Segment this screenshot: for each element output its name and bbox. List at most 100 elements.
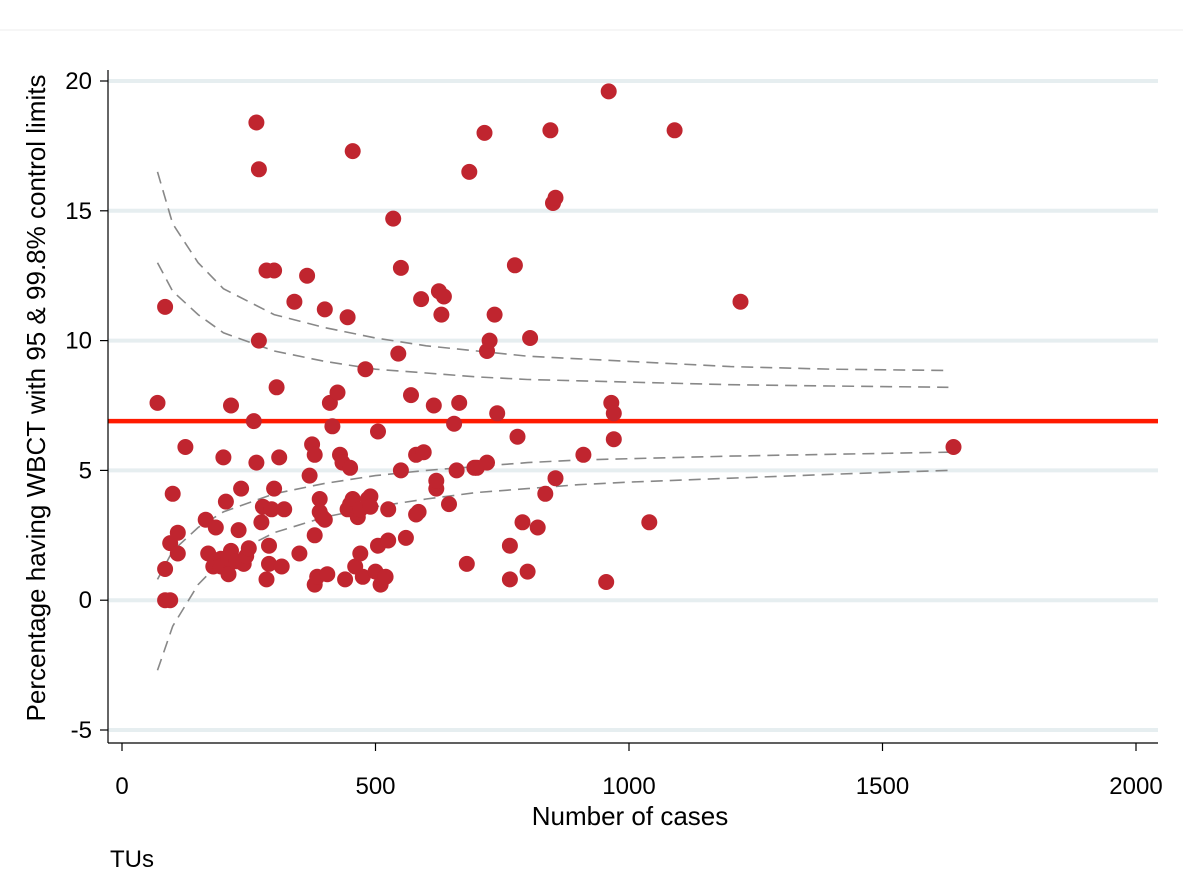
data-point-134 [575, 446, 592, 463]
data-point-133 [547, 189, 564, 206]
data-point-88 [380, 501, 397, 518]
data-point-53 [306, 527, 323, 544]
data-point-110 [451, 394, 468, 411]
data-point-115 [476, 124, 493, 141]
data-point-67 [337, 571, 354, 588]
data-point-143 [945, 439, 962, 455]
data-point-59 [316, 511, 333, 528]
data-point-107 [441, 496, 457, 513]
y-tick-label-2: 5 [79, 457, 92, 484]
data-point-132 [547, 470, 564, 487]
data-point-8 [169, 545, 186, 562]
data-point-44 [271, 449, 288, 466]
data-point-99 [413, 291, 430, 308]
data-point-111 [458, 555, 475, 572]
data-point-120 [489, 405, 506, 422]
data-point-61 [319, 566, 336, 583]
data-point-98 [410, 503, 427, 520]
data-point-56 [311, 491, 328, 507]
data-point-79 [357, 361, 374, 378]
data-point-69 [339, 309, 356, 326]
data-point-52 [306, 446, 323, 463]
x-axis-title: Number of cases [532, 801, 729, 831]
data-point-103 [428, 472, 445, 489]
data-point-14 [207, 519, 224, 536]
data-point-39 [261, 555, 277, 572]
data-point-45 [273, 558, 290, 575]
data-point-128 [529, 519, 546, 536]
y-tick-label-1: 0 [79, 587, 92, 614]
data-point-87 [377, 568, 394, 585]
data-point-21 [223, 397, 239, 414]
data-point-91 [390, 345, 407, 362]
data-point-70 [342, 459, 359, 476]
data-point-64 [329, 384, 346, 401]
data-point-42 [266, 262, 283, 279]
data-point-6 [164, 485, 181, 502]
data-point-82 [362, 498, 379, 515]
data-point-17 [215, 449, 232, 466]
data-point-127 [522, 330, 539, 346]
data-point-106 [435, 288, 452, 305]
data-point-32 [250, 161, 267, 178]
data-point-19 [220, 566, 237, 583]
data-point-43 [268, 379, 285, 396]
data-point-28 [240, 540, 257, 557]
note-text: TUs [110, 846, 154, 873]
data-point-46 [276, 501, 293, 518]
gridlines [108, 79, 1158, 732]
y-tick-label-3: 10 [65, 328, 92, 355]
x-ticks: 0 500 1000 1500 2000 [115, 743, 1163, 800]
data-point-140 [641, 514, 658, 531]
control-limit-upper-95 [156, 262, 949, 389]
data-point-116 [479, 454, 495, 471]
data-point-49 [299, 267, 316, 284]
data-point-105 [433, 306, 450, 323]
data-point-85 [370, 423, 386, 440]
data-point-3 [162, 592, 179, 609]
data-point-60 [316, 301, 333, 318]
data-point-92 [392, 259, 409, 276]
x-tick-label-2: 1000 [602, 773, 655, 800]
data-point-122 [501, 571, 518, 588]
data-point-40 [263, 501, 280, 518]
data-point-78 [354, 568, 371, 585]
data-point-109 [448, 462, 465, 479]
data-point-30 [248, 454, 265, 471]
data-point-95 [403, 387, 419, 404]
axes [107, 70, 1158, 744]
y-ticks: -5 0 5 10 15 20 [65, 68, 108, 744]
data-point-112 [461, 163, 478, 180]
data-point-25 [233, 480, 250, 497]
data-point-31 [248, 114, 265, 131]
data-point-41 [266, 480, 283, 497]
data-point-94 [397, 529, 414, 546]
data-point-101 [425, 397, 442, 414]
data-point-63 [324, 418, 341, 435]
data-point-4 [157, 561, 174, 577]
data-point-125 [514, 514, 531, 531]
data-point-34 [253, 514, 270, 531]
data-point-119 [486, 306, 503, 323]
data-point-126 [519, 563, 536, 580]
data-point-124 [509, 428, 526, 445]
data-point-48 [291, 545, 308, 562]
data-point-24 [230, 522, 247, 539]
data-point-47 [286, 293, 303, 310]
x-tick-label-3: 1500 [856, 773, 909, 800]
control-limit-upper-998 [156, 171, 949, 372]
y-axis-title: Percentage having WBCT with 95 & 99.8% c… [21, 75, 51, 722]
y-tick-label-5: 20 [65, 68, 92, 95]
y-tick-label-0: -5 [71, 717, 92, 744]
data-points [149, 83, 962, 609]
control-limit-lower-998 [156, 469, 949, 671]
data-point-139 [605, 405, 622, 422]
data-point-89 [380, 532, 397, 549]
data-point-90 [385, 210, 402, 227]
data-point-29 [245, 413, 262, 430]
data-point-100 [415, 444, 432, 461]
data-point-93 [392, 462, 409, 479]
data-point-50 [301, 467, 318, 484]
data-point-7 [169, 524, 186, 541]
